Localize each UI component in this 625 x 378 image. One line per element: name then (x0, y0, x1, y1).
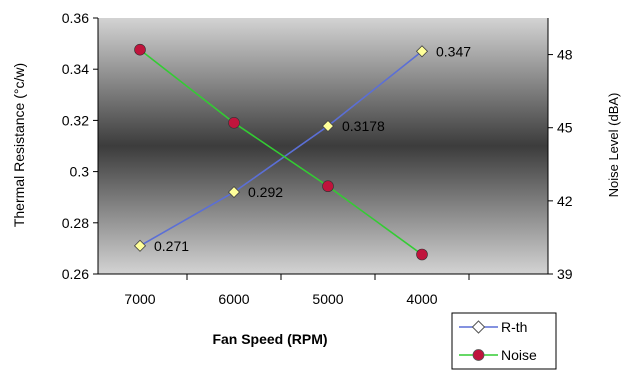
y2-tick-label: 45 (557, 120, 573, 136)
marker-noise (134, 43, 146, 56)
y2-tick-label: 42 (557, 193, 573, 209)
data-label-rth: 0.3178 (342, 118, 385, 134)
x-axis-ticks: 7000 6000 5000 4000 (124, 274, 470, 307)
y-axis-ticks: 0.36 0.34 0.32 0.3 0.28 0.26 (62, 10, 98, 282)
y-tick-label: 0.3 (70, 164, 90, 180)
legend-swatch-marker-rth (471, 320, 486, 334)
plot-area (98, 18, 548, 274)
data-label-rth: 0.292 (248, 184, 283, 200)
marker-noise (322, 180, 334, 193)
y-axis-title: Thermal Resistance (°c/w) (11, 63, 27, 227)
legend-swatch-marker-noise (472, 349, 485, 361)
marker-noise (416, 248, 428, 261)
data-label-rth: 0.271 (154, 238, 189, 254)
series-line-rth (139, 50, 423, 247)
legend-label-noise: Noise (501, 347, 537, 363)
y-tick-label: 0.26 (62, 266, 89, 282)
marker-rth (415, 45, 429, 58)
marker-rth (321, 119, 335, 133)
y-tick-label: 0.34 (62, 61, 89, 77)
data-label-rth: 0.347 (436, 43, 471, 59)
marker-rth (227, 186, 241, 199)
series-markers (133, 43, 429, 261)
y2-axis-title: Noise Level (dBA) (606, 93, 621, 198)
y-tick-label: 0.36 (62, 10, 89, 26)
x-tick-label: 6000 (218, 291, 249, 307)
y2-tick-label: 39 (557, 266, 573, 282)
y2-axis-ticks: 48 45 42 39 (548, 47, 573, 282)
data-labels: 0.271 0.292 0.3178 0.347 (154, 43, 471, 254)
y-tick-label: 0.32 (62, 112, 89, 128)
legend: R-th Noise (451, 312, 557, 370)
x-axis-title: Fan Speed (RPM) (212, 331, 327, 347)
marker-rth (133, 239, 147, 252)
x-tick-label: 4000 (406, 291, 437, 307)
legend-box (451, 312, 557, 370)
series-line-noise (139, 49, 423, 256)
x-tick-label: 5000 (312, 291, 343, 307)
marker-noise (228, 117, 240, 129)
y-tick-label: 0.28 (62, 215, 89, 231)
y2-tick-label: 48 (557, 47, 573, 63)
x-tick-label: 7000 (124, 291, 155, 307)
series-lines (139, 49, 423, 256)
legend-label-rth: R-th (501, 319, 527, 335)
axes (97, 18, 549, 275)
